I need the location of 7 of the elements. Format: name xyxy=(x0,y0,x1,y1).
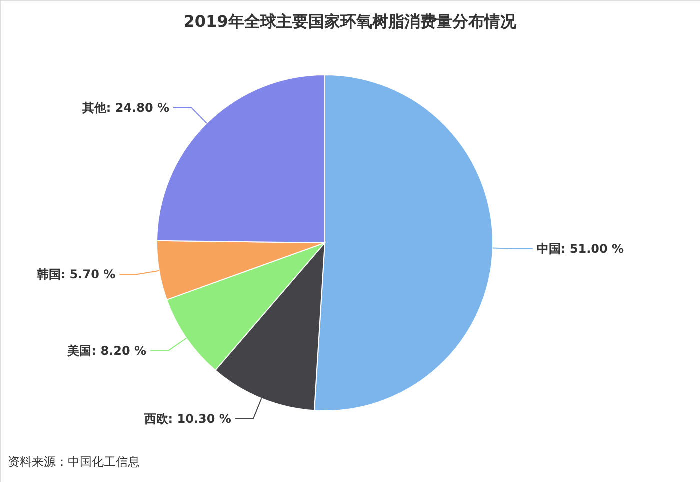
slice-label: 西欧: 10.30 % xyxy=(143,412,232,426)
slice-label: 美国: 8.20 % xyxy=(66,344,147,358)
chart-title: 2019年全球主要国家环氧树脂消费量分布情况 xyxy=(184,12,518,31)
slice-label: 韩国: 5.70 % xyxy=(36,267,116,282)
slice-label: 其他: 24.80 % xyxy=(81,100,170,115)
slice-label: 中国: 51.00 % xyxy=(536,242,624,256)
text: 资料来源：中国化工信息 xyxy=(8,455,140,469)
